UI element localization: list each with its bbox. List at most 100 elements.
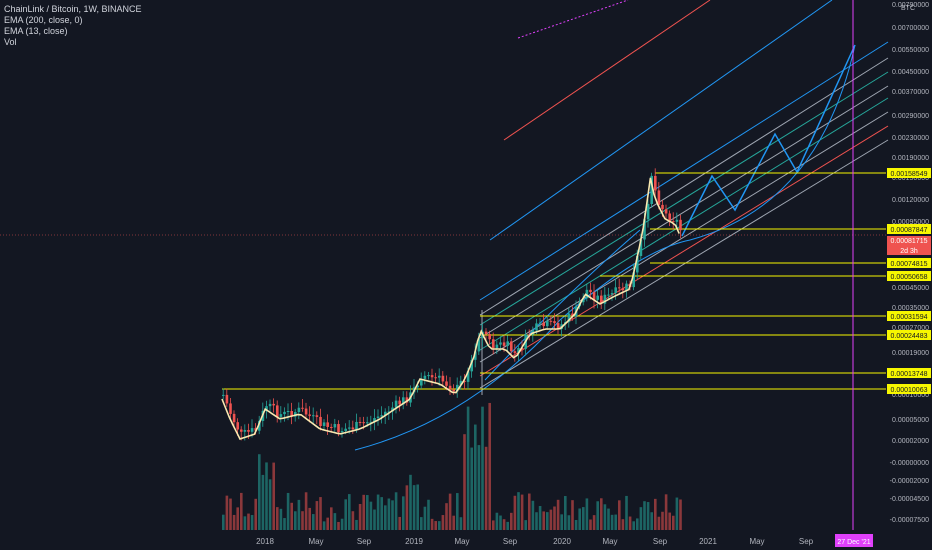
price-tick: 0.00230000 [892,135,929,142]
volume-bar [556,499,560,530]
time-tick: May [454,537,469,546]
candle-body [582,298,585,303]
candle-body [438,375,441,378]
volume-bar [384,505,387,530]
level-price-badge [887,271,931,281]
candle-body [459,380,463,385]
volume-bar [560,514,563,530]
volume-bar [585,498,589,530]
volume-bar [402,496,405,530]
volume-bar [445,503,448,530]
candle-body [466,371,470,382]
volume-bar [416,484,419,530]
volume-bar [412,485,416,530]
candle-body [247,430,250,432]
volume-bar [517,492,520,530]
volume-bar [610,514,614,530]
time-tick: Sep [357,537,372,546]
volume-bar [258,454,261,530]
volume-bar [582,507,585,530]
candle-body [362,422,365,424]
candle-body [373,417,376,422]
volume-bar [495,512,499,530]
volume-bar [448,493,452,530]
volume-bar [614,514,617,530]
candle-body [416,385,419,388]
volume-bar [290,502,293,530]
volume-bar [301,511,304,530]
candle-body [664,209,668,214]
projection-path[interactable] [681,44,856,237]
price-tick: 0.00010000 [892,392,929,399]
time-tick: 2019 [405,537,423,546]
ema13-line[interactable] [221,177,680,440]
candle-body [366,422,369,424]
price-tick: 0.00700000 [892,25,929,32]
volume-legend[interactable]: Vol [4,37,17,47]
time-tick: 2018 [256,537,274,546]
volume-bar [675,497,679,530]
level-price-label: 0.00158549 [891,171,928,178]
candle-body [470,359,473,372]
volume-bar [549,509,553,530]
time-tick: Sep [503,537,518,546]
candle-body [556,323,560,329]
price-tick: 0.00450000 [892,69,929,76]
volume-bar [240,492,243,530]
volume-bar [481,406,484,530]
candle-body [600,295,603,304]
volume-bar [600,498,603,530]
current-price-badge [887,236,931,255]
volume-bar [567,515,571,530]
symbol-title[interactable]: ChainLink / Bitcoin, 1W, BINANCE [4,4,142,14]
candle-body [222,394,225,396]
volume-bar [250,515,254,530]
volume-bar [394,492,398,530]
candle-body [610,293,614,295]
volume-bar [286,492,290,530]
time-axis[interactable]: 2018 May Sep 2019 May Sep 2020 May Sep 2021 May Sep… [256,534,873,547]
price-tick: 0.00550000 [892,47,929,54]
price-tick: 0.00120000 [892,197,929,204]
ema13-legend[interactable]: EMA (13, close) [4,26,68,36]
candle-body [283,411,286,415]
candle-body [308,414,311,416]
horizontal-levels[interactable] [0,172,886,390]
volume-bar [391,500,394,530]
volume-bar [236,507,239,530]
candle-body [330,426,333,428]
volume-bar [438,521,441,530]
volume-bar [369,501,373,530]
candle-body [312,415,315,417]
candle-body [477,338,481,352]
price-axis[interactable]: BTC 0.00790000 0.00700000 0.00550000 0.0045… [890,2,929,524]
candle-body [279,414,283,417]
volume-bar [294,511,297,530]
candle-body [286,411,290,413]
candle-body [502,342,506,346]
candle-body [625,283,628,291]
time-tick: May [308,537,323,546]
candle-body [398,400,401,405]
candle-body [402,397,405,405]
candle-body [484,331,488,335]
volume-bar [618,500,621,530]
volume-bars [222,402,682,530]
candle-body [513,351,517,353]
price-tick: 0.00035000 [892,305,929,312]
volume-bar [304,492,308,530]
volume-bar [434,521,437,530]
candle-body [358,421,362,423]
candle-body [254,428,257,431]
volume-bar [283,518,286,530]
volume-bar [488,402,491,530]
ema200-legend[interactable]: EMA (200, close, 0) [4,15,83,25]
volume-bar [661,511,664,530]
candle-body [376,416,380,418]
volume-bar [596,501,599,530]
volume-bar [351,511,355,530]
candle-body [355,421,358,430]
candle-body [448,385,452,390]
volume-bar [492,520,495,530]
